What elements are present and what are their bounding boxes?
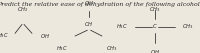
- Text: $CH_3$: $CH_3$: [106, 44, 118, 53]
- Text: $CH_3$: $CH_3$: [149, 5, 161, 14]
- Text: $OH$: $OH$: [40, 32, 50, 40]
- Text: Predict the relative ease of dehydration of the following alcohols: Predict the relative ease of dehydration…: [0, 2, 200, 7]
- Text: $H_3C$: $H_3C$: [56, 44, 68, 53]
- Text: $OH$: $OH$: [84, 0, 94, 7]
- Text: $C$: $C$: [152, 23, 158, 30]
- Text: $CH_2$: $CH_2$: [17, 5, 29, 14]
- Text: $CH_3$: $CH_3$: [182, 22, 194, 31]
- Text: $OH$: $OH$: [150, 48, 160, 53]
- Text: $H_3C$: $H_3C$: [0, 32, 9, 40]
- Text: $CH$: $CH$: [84, 20, 94, 28]
- Text: $H_3C$: $H_3C$: [116, 22, 128, 31]
